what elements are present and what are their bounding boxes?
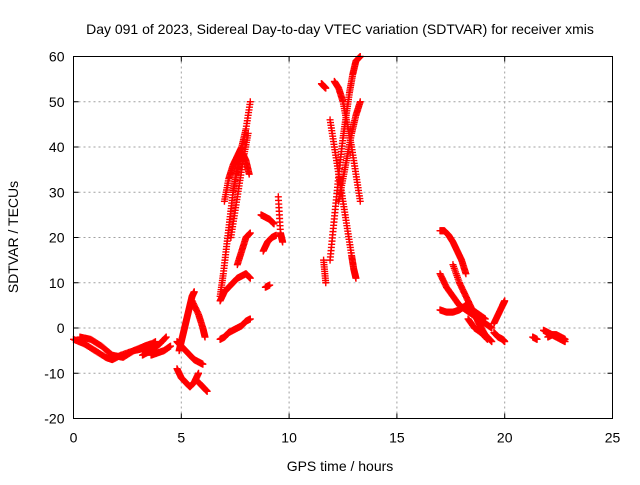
- data-point: [246, 229, 254, 237]
- plot-frame: [73, 56, 613, 419]
- y-tick-label: 40: [49, 139, 65, 155]
- data-point: [483, 335, 491, 343]
- data-point: [501, 297, 509, 305]
- grid: [73, 56, 613, 419]
- series-arc33: [529, 333, 541, 343]
- series-arc21: [320, 256, 330, 287]
- y-tick-label: 60: [49, 49, 65, 65]
- x-tick-label: 20: [497, 430, 513, 446]
- data-point: [203, 387, 211, 395]
- y-tick-label: -10: [44, 365, 64, 381]
- data-point: [246, 274, 254, 282]
- series-arc20: [317, 80, 330, 92]
- data-points: [70, 53, 569, 395]
- series-arc9: [195, 378, 211, 395]
- data-point: [201, 333, 209, 341]
- y-tick-label: 0: [57, 320, 65, 336]
- data-point: [356, 98, 364, 106]
- series-arc30: [464, 315, 491, 343]
- y-axis-label: SDTVAR / TECUs: [5, 181, 21, 293]
- data-point: [352, 274, 360, 282]
- series-arc5: [173, 365, 203, 391]
- series-arc29: [449, 261, 496, 346]
- x-tick-label: 0: [70, 430, 78, 446]
- data-point: [190, 288, 198, 296]
- y-tick-label: 10: [49, 275, 65, 291]
- series-arc16: [257, 211, 278, 228]
- series-arc32: [490, 329, 509, 346]
- y-tick-label: 20: [49, 230, 65, 246]
- series-arc17: [259, 231, 280, 255]
- x-tick-label: 10: [281, 430, 297, 446]
- axis-ticks: 0 5 10 15 20 25 -20 -10 0 10 20 30 40 50 60: [44, 49, 620, 446]
- data-point: [246, 98, 254, 106]
- series-arc18: [261, 281, 274, 291]
- data-point: [199, 360, 207, 368]
- data-point: [488, 338, 496, 346]
- data-point: [147, 340, 155, 348]
- y-tick-label: -20: [44, 411, 64, 427]
- x-tick-label: 25: [605, 430, 621, 446]
- data-point: [462, 270, 470, 278]
- series-arc35: [544, 331, 569, 343]
- data-point: [322, 84, 330, 92]
- data-point: [356, 197, 364, 205]
- series-arc14: [227, 129, 252, 241]
- series-arc25: [335, 98, 364, 205]
- data-point: [561, 335, 569, 343]
- x-axis-label: GPS time / hours: [287, 458, 394, 474]
- data-point: [270, 220, 278, 228]
- y-tick-label: 30: [49, 184, 65, 200]
- y-tick-label: 50: [49, 94, 65, 110]
- series-arc19: [274, 193, 287, 246]
- data-point: [279, 238, 287, 246]
- series-arc10: [216, 315, 254, 343]
- series-arc7: [175, 288, 198, 355]
- data-point: [266, 281, 274, 289]
- data-point: [533, 335, 541, 343]
- data-point: [322, 279, 330, 287]
- data-point: [488, 324, 496, 332]
- x-tick-label: 5: [177, 430, 185, 446]
- data-point: [501, 338, 509, 346]
- data-point: [244, 129, 252, 137]
- series-arc8: [188, 297, 209, 341]
- series-arc4: [147, 342, 175, 359]
- series-arc2: [76, 333, 155, 361]
- series-arc28: [436, 301, 489, 323]
- data-point: [481, 315, 489, 323]
- data-point: [246, 315, 254, 323]
- chart-title: Day 091 of 2023, Sidereal Day-to-day VTE…: [86, 21, 594, 37]
- series-arc23: [326, 116, 360, 282]
- x-tick-label: 15: [389, 430, 405, 446]
- data-point: [167, 342, 175, 350]
- data-point: [245, 170, 253, 178]
- series-arc31: [490, 297, 509, 327]
- series-arc26: [436, 227, 470, 278]
- data-point: [162, 333, 170, 341]
- data-point: [195, 369, 203, 377]
- series-arc15: [233, 229, 254, 269]
